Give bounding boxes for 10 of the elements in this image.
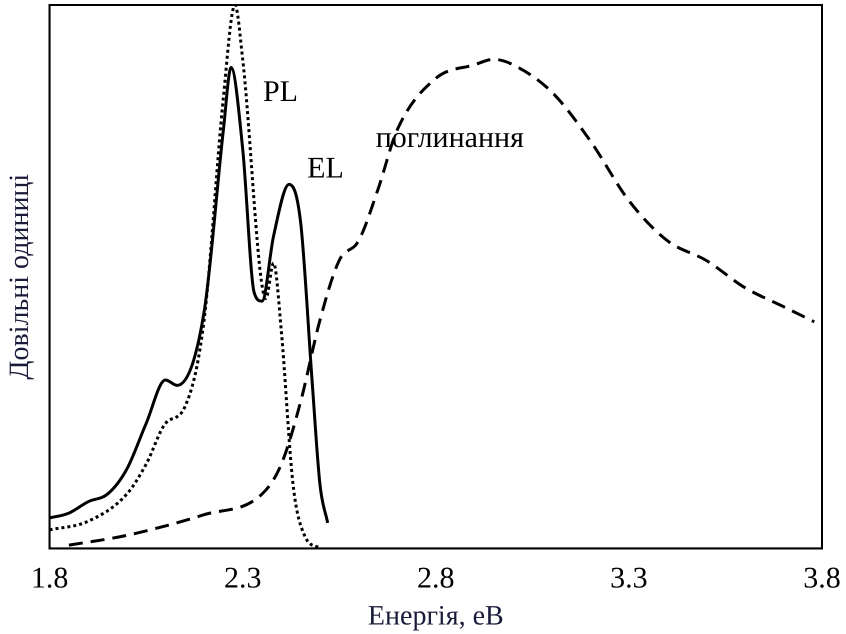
- x-axis-title: Енергія, еВ: [368, 600, 504, 632]
- x-tick-label: 3.3: [610, 561, 648, 594]
- y-axis-title: Довільні одиниці: [4, 174, 36, 380]
- x-tick-label: 2.3: [224, 561, 262, 594]
- series-label: поглинання: [376, 121, 524, 154]
- x-tick-label: 3.8: [803, 561, 841, 594]
- series-label: PL: [262, 74, 298, 108]
- x-tick-label: 1.8: [30, 561, 68, 594]
- series-label: EL: [307, 151, 344, 184]
- x-tick-label: 2.8: [417, 561, 455, 594]
